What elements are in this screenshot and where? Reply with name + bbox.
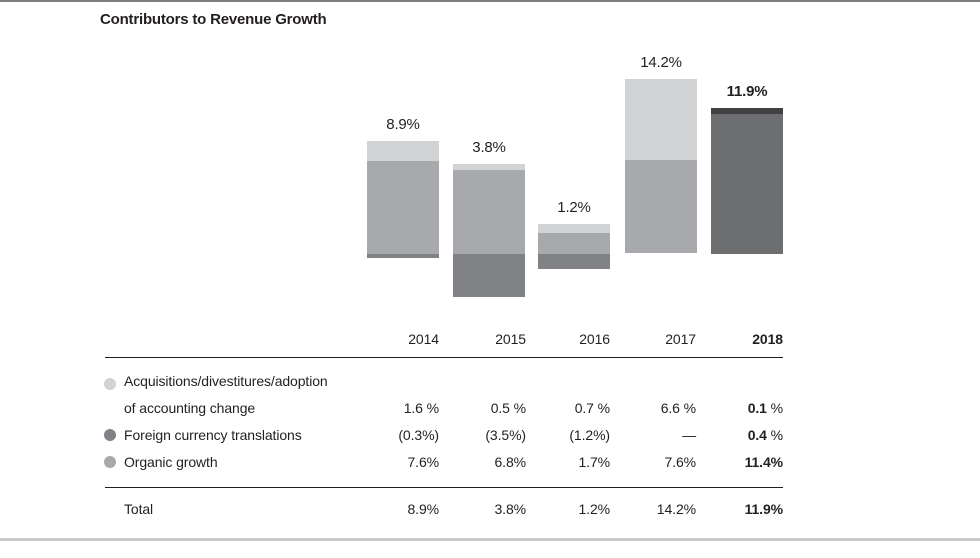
bar-segment-organic-2014: [367, 161, 439, 254]
table-row-total-value-2016: 1.2%: [578, 501, 610, 517]
table-row-organic-value-2015: 6.8%: [494, 454, 526, 470]
bar-segment-acquisitions-2014: [367, 141, 439, 161]
bottom-border-line: [0, 538, 980, 541]
legend-dot-foreign_currency: [104, 429, 116, 441]
bar-total-label-2015: 3.8%: [472, 139, 506, 156]
value-text: %: [766, 400, 783, 416]
bar-segment-foreign-currency-2014: [367, 254, 439, 258]
table-header-year-2015: 2015: [495, 331, 526, 347]
table-row-acquisitions-value-2015: 0.5 %: [490, 400, 526, 416]
page-title: Contributors to Revenue Growth: [100, 11, 327, 28]
bar-segment-organic-2017: [625, 160, 697, 253]
table-row-acquisitions-label-line2: of accounting change: [124, 400, 256, 416]
top-border-line: [0, 0, 980, 2]
bar-segment-acquisitions-2016: [538, 224, 610, 233]
table-row-total-value-2017: 14.2%: [656, 501, 696, 517]
bar-segment-foreign-currency-2016: [538, 254, 610, 269]
table-row-organic-value-2016: 1.7%: [578, 454, 610, 470]
bar-segment-organic-2015: [453, 170, 525, 254]
table-row-acquisitions-value-2017: 6.6 %: [660, 400, 696, 416]
bar-segment-acquisitions-2017: [625, 79, 697, 160]
value-text: 0.1: [747, 400, 767, 416]
table-row-foreign_currency-value-2014: (0.3%): [398, 427, 439, 443]
legend-dot-acquisitions: [104, 378, 116, 390]
table-row-acquisitions-label-line1: Acquisitions/divestitures/adoption: [124, 373, 328, 389]
bar-segment-foreign-currency-2015: [453, 254, 525, 297]
table-row-organic-value-2018: 11.4%: [744, 454, 784, 470]
legend-dot-organic: [104, 456, 116, 468]
table-header-year-2016: 2016: [579, 331, 610, 347]
value-text: 0.4: [747, 427, 767, 443]
table-row-total-value-2014: 8.9%: [407, 501, 439, 517]
table-row-total-value-2018: 11.9%: [744, 501, 784, 517]
bar-segment-cap-2018: [711, 108, 783, 114]
bar-total-label-2017: 14.2%: [640, 54, 682, 71]
table-row-organic-label-line1: Organic growth: [124, 454, 218, 470]
table-row-acquisitions-value-2014: 1.6 %: [403, 400, 439, 416]
bar-segment-organic-2016: [538, 233, 610, 254]
table-row-foreign_currency-value-2015: (3.5%): [485, 427, 526, 443]
table-row-foreign_currency-value-2016: (1.2%): [569, 427, 610, 443]
table-row-organic-value-2017: 7.6%: [664, 454, 696, 470]
value-text: %: [766, 427, 783, 443]
table-row-total-label: Total: [124, 501, 154, 517]
table-row-foreign_currency-value-2018: 0.4 %: [691, 427, 783, 444]
bar-total-label-2014: 8.9%: [386, 116, 420, 133]
bar-segment-organic-2018: [711, 114, 783, 254]
table-total-divider: [105, 487, 783, 488]
table-header-year-2018: 2018: [752, 331, 783, 347]
bar-total-label-2018: 11.9%: [726, 83, 768, 100]
table-row-acquisitions-value-2018: 0.1 %: [691, 400, 783, 417]
table-row-acquisitions-value-2016: 0.7 %: [574, 400, 610, 416]
bar-segment-acquisitions-2015: [453, 164, 525, 170]
table-row-foreign_currency-value-2017: —: [682, 427, 696, 443]
table-row-total-value-2015: 3.8%: [494, 501, 526, 517]
table-header-divider: [105, 357, 783, 358]
table-row-foreign_currency-label-line1: Foreign currency translations: [124, 427, 302, 443]
table-header-year-2014: 2014: [408, 331, 439, 347]
table-header-year-2017: 2017: [665, 331, 696, 347]
table-row-organic-value-2014: 7.6%: [407, 454, 439, 470]
bar-total-label-2016: 1.2%: [557, 199, 591, 216]
